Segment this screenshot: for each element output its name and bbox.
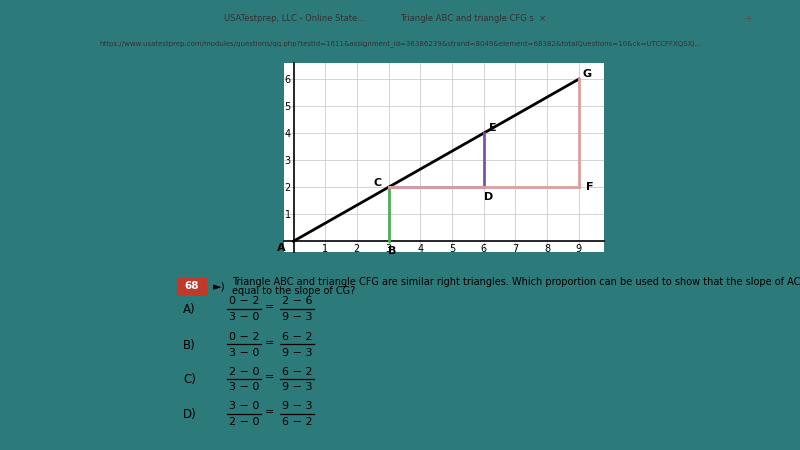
- Text: A: A: [277, 243, 285, 253]
- Text: ►): ►): [213, 281, 226, 291]
- Text: B: B: [387, 246, 396, 256]
- Text: C: C: [374, 178, 382, 188]
- Text: https://www.usatestprep.com/modules/questions/qq.php?testid=1611&assignment_id=3: https://www.usatestprep.com/modules/ques…: [99, 40, 701, 46]
- Text: Triangle ABC and triangle CFG s  ×: Triangle ABC and triangle CFG s ×: [400, 14, 546, 23]
- Text: 2 − 0: 2 − 0: [229, 417, 259, 428]
- Text: =: =: [265, 338, 274, 348]
- Text: =: =: [265, 302, 274, 312]
- Text: 3 − 0: 3 − 0: [229, 401, 259, 411]
- Text: A): A): [183, 303, 196, 316]
- Text: D): D): [183, 408, 197, 421]
- Text: 6 − 2: 6 − 2: [282, 367, 313, 377]
- Text: C): C): [183, 373, 196, 386]
- Text: 6 − 2: 6 − 2: [282, 417, 313, 428]
- FancyBboxPatch shape: [177, 278, 206, 294]
- Text: 3 − 0: 3 − 0: [229, 348, 259, 358]
- Text: 68: 68: [184, 281, 198, 291]
- Text: 9 − 3: 9 − 3: [282, 382, 313, 392]
- Text: +: +: [744, 14, 754, 24]
- Text: USATestprep, LLC - Online State...: USATestprep, LLC - Online State...: [224, 14, 365, 23]
- Text: G: G: [583, 69, 592, 79]
- Text: 0 − 2: 0 − 2: [229, 297, 259, 306]
- Text: 3 − 0: 3 − 0: [229, 312, 259, 322]
- Text: =: =: [265, 372, 274, 382]
- Text: F: F: [586, 182, 594, 192]
- Text: E: E: [490, 123, 497, 133]
- Text: B): B): [183, 338, 196, 351]
- Text: equal to the slope of CG?: equal to the slope of CG?: [232, 286, 355, 296]
- Text: 2 − 0: 2 − 0: [229, 367, 259, 377]
- Text: D: D: [484, 192, 493, 202]
- Text: 9 − 3: 9 − 3: [282, 312, 313, 322]
- Text: 9 − 3: 9 − 3: [282, 348, 313, 358]
- Text: 3 − 0: 3 − 0: [229, 382, 259, 392]
- Text: Triangle ABC and triangle CFG are similar right triangles. Which proportion can : Triangle ABC and triangle CFG are simila…: [232, 277, 800, 287]
- Text: =: =: [265, 407, 274, 417]
- Text: 9 − 3: 9 − 3: [282, 401, 313, 411]
- Text: 6 − 2: 6 − 2: [282, 332, 313, 342]
- Text: 0 − 2: 0 − 2: [229, 332, 259, 342]
- Text: 2 − 6: 2 − 6: [282, 297, 313, 306]
